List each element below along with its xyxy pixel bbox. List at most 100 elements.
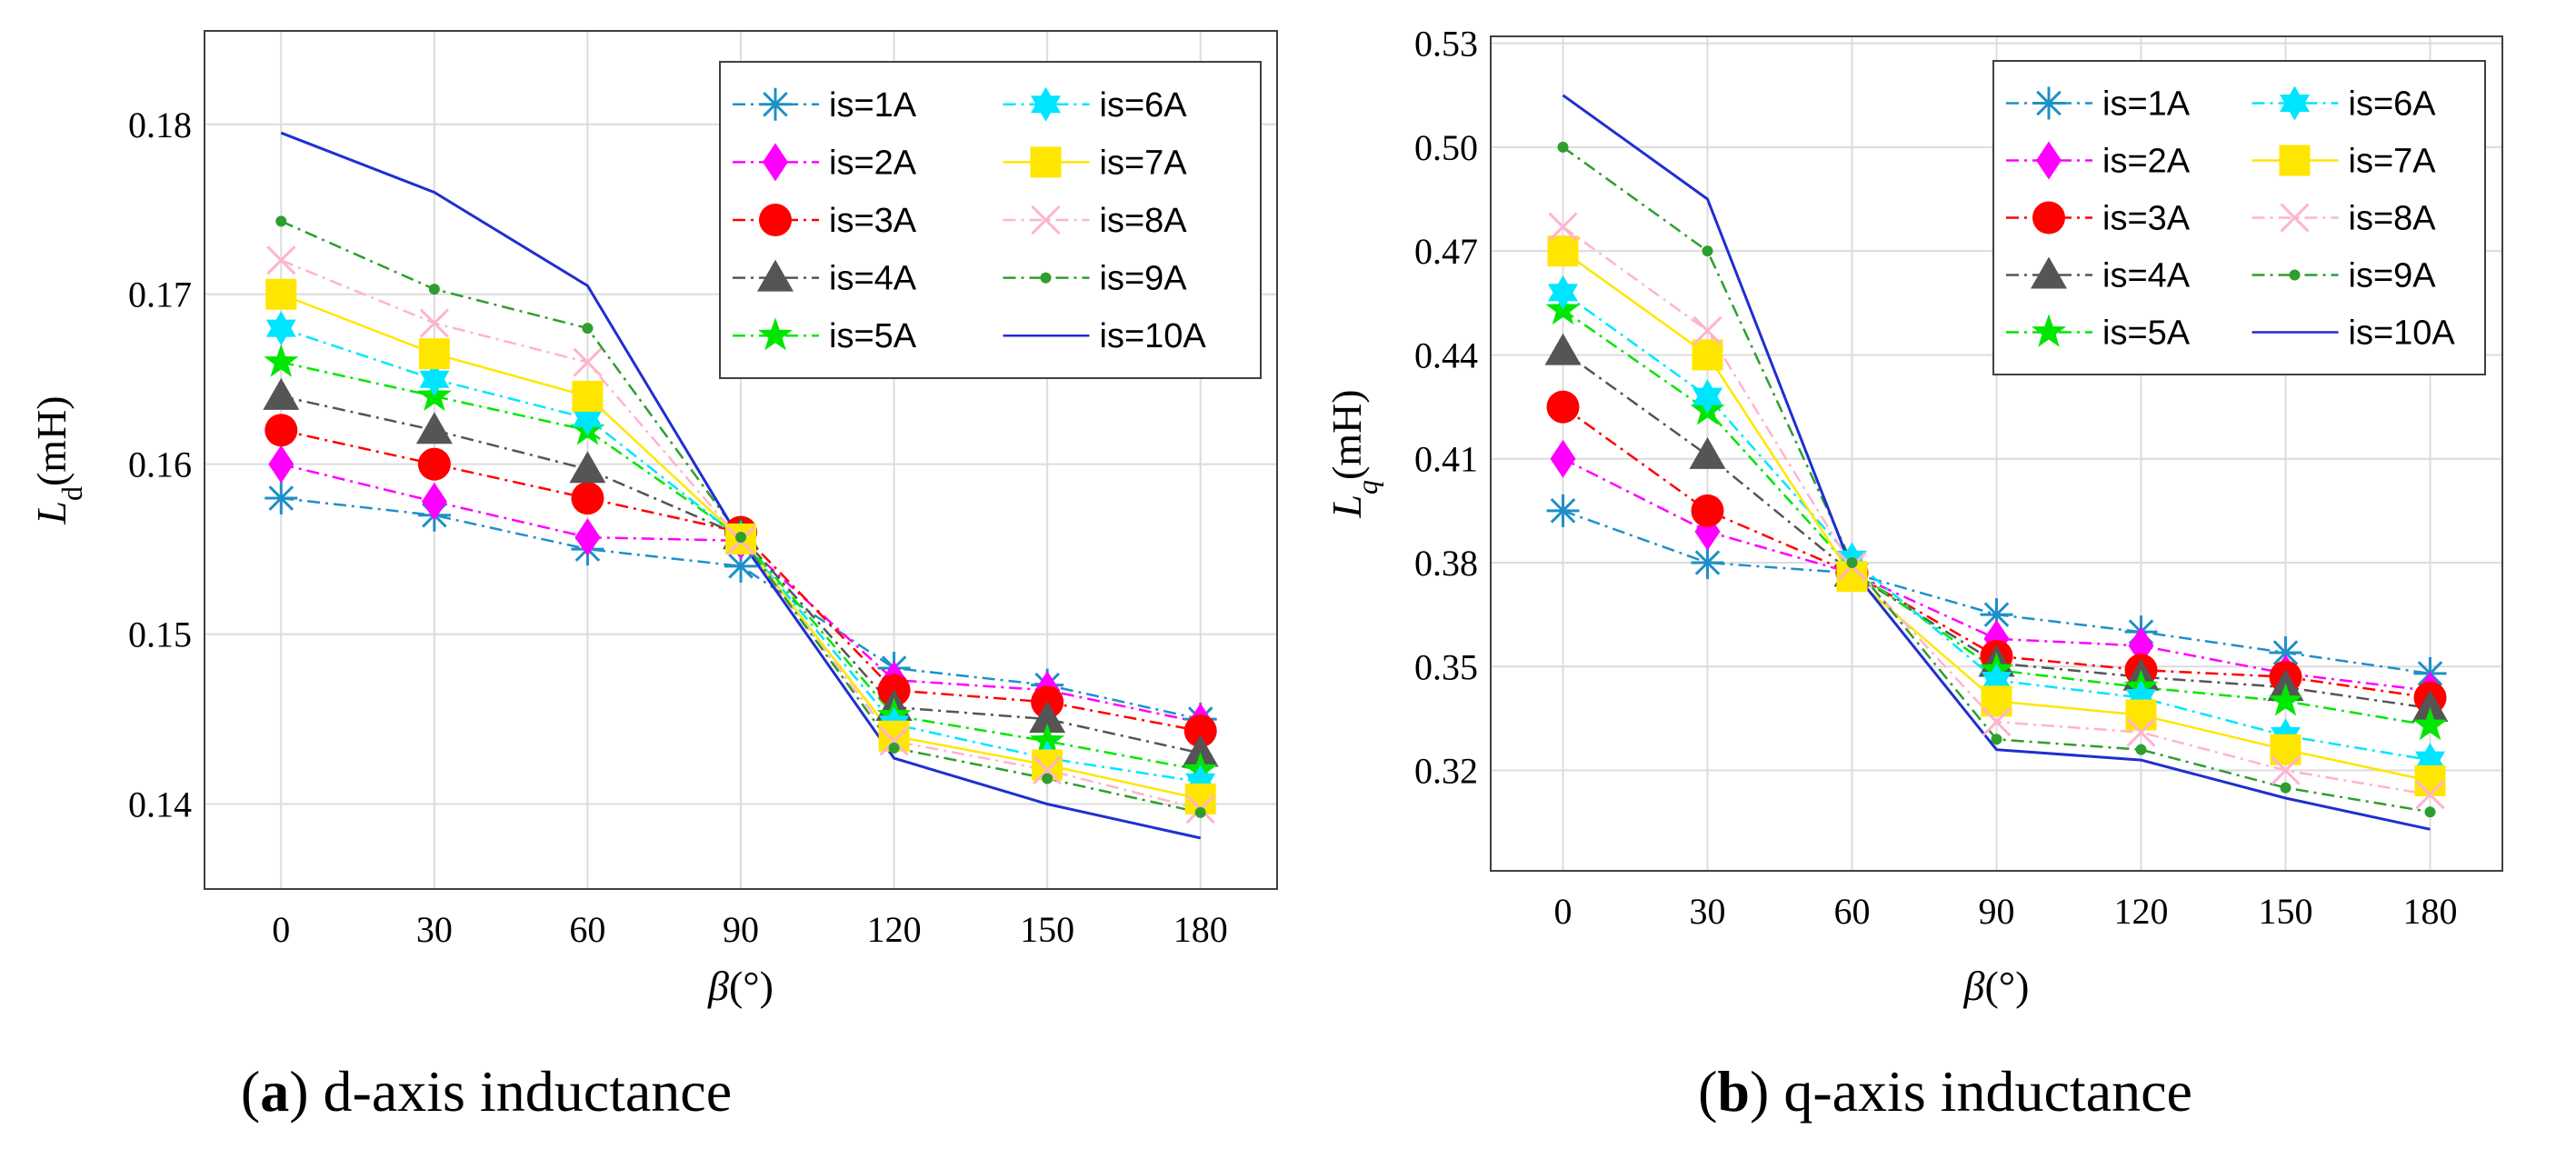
legend-b [1992,60,2486,375]
y-axis-label-a: Ld(mH) [28,395,88,525]
data-point-a-9 [582,323,594,335]
data-point-a-7 [265,278,297,310]
data-point-b-8 [2415,780,2445,810]
legend-label-a-9: is=9A [1100,260,1188,298]
x-tick-label-b: 30 [1690,891,1726,932]
legend-label-a-8: is=8A [1100,202,1188,240]
panel-b: 0 30 60 90 120 150 180 0.32 0.35 0.38 0.41 0.44 0.47… [1323,24,2503,1009]
data-point-b-4 [1689,436,1726,469]
legend-label-a-6: is=6A [1100,86,1188,125]
y-tick-label-a: 0.14 [128,784,192,825]
data-point-a-3 [571,482,604,515]
legend-marker-a-4 [757,259,794,292]
data-point-a-7 [572,380,604,412]
data-point-b-8 [1982,707,2012,737]
x-tick-label-a: 90 [723,909,759,950]
y-tick-label-a: 0.18 [128,105,192,145]
data-point-b-9 [1991,734,2002,745]
data-point-a-6 [265,311,296,346]
data-point-a-9 [1042,773,1053,784]
y-tick-label-b: 0.35 [1414,646,1478,687]
legend-marker-b-7 [2279,145,2311,176]
y-tick-label-a: 0.16 [128,445,192,485]
x-tick-label-b: 0 [1554,891,1573,932]
legend-label-b-9: is=9A [2349,257,2437,295]
data-point-a-4 [569,451,606,484]
data-point-a-9 [1194,806,1206,818]
legend-marker-b-4 [2031,256,2067,289]
y-tick-label-b: 0.38 [1414,543,1478,584]
data-point-a-4 [1029,701,1066,734]
data-point-b-8 [2126,717,2156,747]
data-point-b-9 [2424,806,2436,818]
legend-marker-a-2 [763,143,788,182]
data-point-a-9 [888,742,900,754]
legend-marker-a-8 [1031,205,1061,235]
x-tick-label-b: 60 [1834,891,1871,932]
y-tick-label-a: 0.17 [128,275,192,315]
data-point-b-9 [2280,782,2291,794]
x-tick-label-b: 180 [2403,891,2458,932]
data-point-a-2 [574,518,601,557]
data-point-a-7 [418,338,450,370]
legend-label-a-2: is=2A [829,144,917,182]
data-point-b-1 [2269,636,2302,670]
x-tick-label-a: 150 [1020,909,1074,950]
data-point-a-5 [1030,723,1065,756]
data-point-b-5 [2268,683,2303,716]
plot-frame-a [204,30,1278,890]
legend-marker-a-3 [759,204,792,236]
x-tick-label-a: 60 [569,909,605,950]
legend-marker-a-6 [1031,86,1061,122]
caption-b-id: b [1717,1059,1750,1124]
legend-marker-a-5 [758,317,793,351]
legend-label-b-4: is=4A [2102,257,2191,295]
data-point-b-5 [2412,707,2448,741]
data-point-b-7 [1692,339,1723,371]
legend-label-b-6: is=6A [2349,85,2437,124]
x-tick-label-a: 0 [272,909,290,950]
data-point-b-2 [1550,439,1576,478]
legend-label-b-2: is=2A [2102,143,2191,181]
x-tick-label-b: 90 [1979,891,2015,932]
data-point-b-6 [1548,275,1578,310]
data-point-a-6 [419,362,450,397]
data-point-a-3 [1183,714,1217,748]
x-tick-label-a: 30 [416,909,453,950]
data-point-a-9 [735,532,746,544]
legend-label-b-5: is=5A [2102,315,2191,353]
data-point-a-4 [415,412,453,445]
x-tick-label-a: 120 [867,909,922,950]
legend-marker-b-8 [2280,203,2310,233]
data-point-a-5 [264,344,299,377]
legend-marker-b-5 [2032,314,2066,347]
data-point-b-4 [1544,333,1582,365]
data-point-b-9 [2135,744,2147,755]
x-tick-label-b: 150 [2259,891,2313,932]
data-point-b-1 [1691,545,1724,579]
data-point-a-4 [263,377,300,410]
y-tick-label-a: 0.15 [128,614,192,655]
data-point-a-8 [1033,755,1063,785]
data-point-a-8 [573,347,603,377]
legend-marker-a-1 [759,87,792,121]
series-line-b-10 [1562,94,2431,831]
data-point-a-4 [1182,734,1219,767]
legend-marker-b-2 [2036,141,2062,180]
x-tick-label-b: 120 [2114,891,2169,932]
data-point-a-8 [266,245,296,275]
data-point-b-3 [1691,494,1724,527]
data-point-a-3 [417,447,451,481]
data-point-a-8 [879,726,909,756]
data-point-a-9 [275,215,287,227]
legend-label-b-1: is=1A [2102,85,2191,124]
data-point-a-2 [421,482,447,521]
legend-a [719,61,1262,379]
legend-label-a-3: is=3A [829,202,917,240]
data-point-a-8 [419,308,449,338]
x-axis-label-b: β(°) [1963,963,2030,1009]
data-point-a-2 [268,445,295,484]
y-tick-label-b: 0.53 [1414,24,1478,65]
legend-label-a-7: is=7A [1100,144,1188,182]
